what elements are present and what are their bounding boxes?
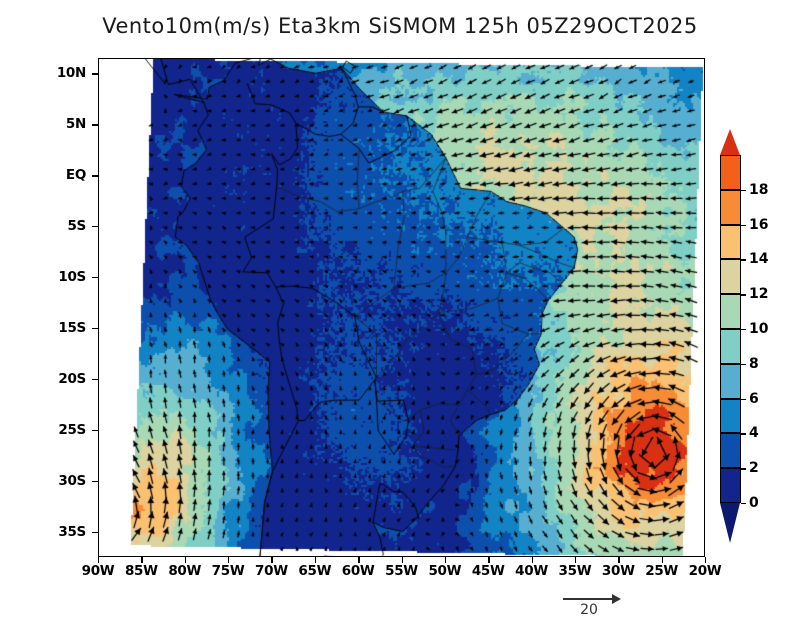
x-tick <box>271 557 273 563</box>
x-axis-label: 35W <box>558 563 592 579</box>
y-axis-label: 30S <box>58 472 86 489</box>
y-axis-label: 35S <box>58 523 86 540</box>
vector-key-label: 20 <box>580 602 598 618</box>
x-axis-label: 25W <box>645 563 679 579</box>
x-tick <box>401 557 403 563</box>
colorbar-tick-label: 6 <box>749 390 759 407</box>
colorbar-tick-label: 8 <box>749 355 759 372</box>
colorbar-tick <box>741 294 746 296</box>
colorbar-tick <box>741 503 746 505</box>
x-tick <box>531 557 533 563</box>
vector-key-arrowhead <box>612 593 621 604</box>
x-axis-label: 85W <box>124 563 158 579</box>
x-tick <box>444 557 447 563</box>
colorbar-band <box>720 259 741 295</box>
colorbar-tick <box>741 468 746 470</box>
x-tick <box>488 557 490 563</box>
x-tick <box>358 557 360 563</box>
colorbar-over-arrow <box>720 129 740 155</box>
colorbar-band <box>720 329 741 364</box>
x-tick <box>705 557 707 563</box>
colorbar-tick <box>741 224 746 226</box>
x-tick <box>98 557 100 563</box>
chart-title: Vento10m(m/s) Eta3km SiSMOM 125h 05Z29OC… <box>102 14 698 38</box>
colorbar-tick-label: 2 <box>749 460 759 477</box>
x-tick <box>228 557 230 563</box>
y-tick <box>92 73 98 75</box>
y-axis-label: EQ <box>65 167 86 184</box>
wind-field-canvas <box>99 59 704 556</box>
y-tick <box>92 226 98 228</box>
y-axis-label: 5N <box>65 116 86 133</box>
y-axis-label: 20S <box>58 370 86 387</box>
colorbar-tick <box>741 189 746 192</box>
colorbar-tick-label: 0 <box>749 495 759 511</box>
colorbar-tick <box>741 433 746 435</box>
y-tick <box>92 429 98 432</box>
y-tick <box>92 531 98 533</box>
x-tick <box>141 557 143 563</box>
colorbar-tick <box>741 363 746 366</box>
colorbar-band <box>720 468 741 503</box>
colorbar-tick-label: 4 <box>749 425 759 442</box>
x-axis-label: 70W <box>255 563 288 579</box>
map-plot-area <box>98 58 705 557</box>
x-tick <box>618 557 620 563</box>
y-axis-label: 25S <box>58 421 86 438</box>
colorbar-tick-label: 14 <box>749 251 769 268</box>
x-axis-label: 50W <box>428 563 462 579</box>
colorbar-band <box>720 224 741 260</box>
colorbar-tick <box>741 329 746 331</box>
colorbar-band <box>720 433 741 469</box>
colorbar-tick <box>741 398 746 400</box>
x-tick <box>314 557 317 563</box>
x-axis-label: 45W <box>471 563 505 579</box>
y-axis-label: 10S <box>58 268 86 285</box>
x-axis-label: 65W <box>298 563 332 579</box>
x-axis-label: 30W <box>601 563 635 579</box>
y-tick <box>92 276 98 279</box>
colorbar-band <box>720 363 741 399</box>
colorbar-band <box>720 398 741 434</box>
y-tick <box>92 124 98 126</box>
x-axis-label: 55W <box>385 563 418 579</box>
y-axis-label: 5S <box>67 218 86 235</box>
x-axis-label: 80W <box>168 563 202 579</box>
colorbar-band <box>720 189 741 225</box>
colorbar-band <box>720 155 741 190</box>
y-axis-label: 10N <box>56 65 86 82</box>
colorbar-tick <box>741 259 746 261</box>
colorbar-tick-label: 10 <box>749 321 769 337</box>
colorbar-tick-label: 16 <box>749 216 769 233</box>
y-tick <box>92 378 98 381</box>
x-axis-label: 60W <box>341 563 375 579</box>
colorbar-under-arrow <box>720 503 740 543</box>
x-axis-label: 40W <box>515 563 548 579</box>
x-tick <box>661 557 664 563</box>
y-tick <box>92 175 98 177</box>
x-tick <box>574 557 577 563</box>
colorbar-band <box>720 294 741 329</box>
y-axis-label: 15S <box>58 319 86 336</box>
y-tick <box>92 480 98 482</box>
x-axis-label: 20W <box>688 563 722 579</box>
colorbar-tick-label: 12 <box>749 286 769 303</box>
x-tick <box>184 557 187 563</box>
y-tick <box>92 327 98 330</box>
colorbar <box>720 129 741 543</box>
x-axis-label: 90W <box>81 563 115 579</box>
map-canvas-clip <box>99 59 704 556</box>
x-axis-label: 75W <box>211 563 245 579</box>
colorbar-tick-label: 18 <box>749 181 769 198</box>
vector-key-shaft <box>563 598 615 600</box>
